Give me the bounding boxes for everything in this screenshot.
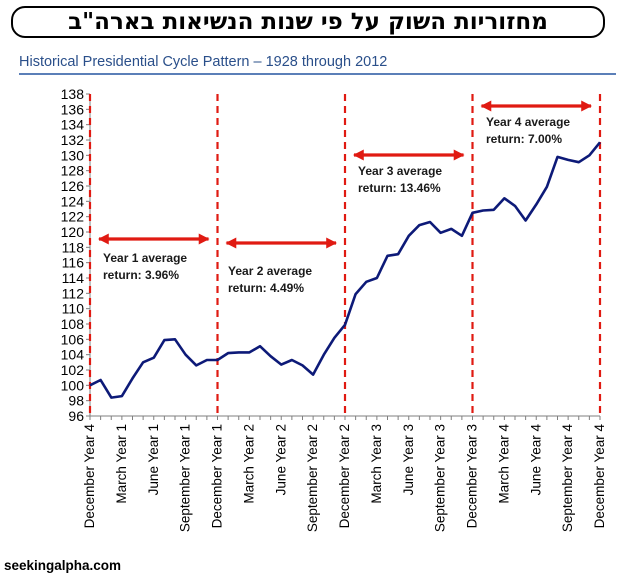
y-tick-label: 120 [61,224,85,240]
annotation-label-line1: Year 3 average [358,164,442,178]
y-tick-label: 116 [62,255,85,271]
y-tick-label: 106 [61,331,85,347]
y-tick-label: 100 [61,377,85,393]
annotation-label-line1: Year 1 average [103,251,187,265]
y-tick-label: 102 [61,362,85,378]
annotation-label-line2: return: 13.46% [358,181,441,195]
y-tick-label: 124 [61,193,85,209]
y-tick-label: 112 [62,285,85,301]
y-tick-label: 110 [62,301,85,317]
y-tick-label: 128 [61,163,85,179]
x-tick-label: September Year 4 [560,424,575,533]
x-tick-label: December Year 3 [465,424,480,528]
x-tick-label: March Year 2 [241,424,256,504]
x-tick-label: December Year 4 [592,424,607,529]
x-tick-label: June Year 4 [528,424,543,496]
annotation-label-line1: Year 2 average [228,264,312,278]
x-tick-label: June Year 2 [273,424,288,495]
x-tick-label: March Year 4 [496,424,511,504]
annotation-label-line2: return: 4.49% [228,281,304,295]
y-tick-label: 130 [61,147,85,163]
y-tick-label: 104 [61,347,85,363]
title-divider [19,73,616,75]
x-tick-label: June Year 1 [146,424,161,495]
x-tick-label: June Year 3 [401,424,416,495]
annotation-label-line2: return: 7.00% [486,132,562,146]
x-tick-label: December Year 4 [82,424,97,529]
y-tick-label: 98 [68,393,84,409]
annotation-label-line1: Year 4 average [486,115,570,129]
y-tick-label: 126 [61,178,85,194]
x-tick-label: September Year 2 [305,424,320,532]
x-tick-label: December Year 1 [210,424,225,528]
x-tick-label: September Year 3 [433,424,448,532]
x-tick-label: September Year 1 [178,424,193,532]
source-label: seekingalpha.com [4,558,122,573]
series-line [89,141,602,399]
annotation-label-line2: return: 3.96% [103,268,179,282]
y-tick-label: 132 [61,132,85,148]
banner-title: מחזוריות השוק על פי שנות הנשיאות בארה"ב [11,6,605,38]
y-tick-label: 134 [61,117,85,133]
y-tick-label: 118 [62,239,85,255]
x-tick-label: March Year 3 [369,424,384,504]
x-tick-label: December Year 2 [337,424,352,528]
y-tick-label: 138 [61,86,85,102]
y-tick-label: 122 [61,209,85,225]
x-tick-label: March Year 1 [114,424,129,504]
y-tick-label: 108 [61,316,85,332]
y-tick-label: 114 [62,270,85,286]
y-tick-label: 96 [68,408,84,424]
chart-title: Historical Presidential Cycle Pattern – … [19,54,388,70]
y-tick-label: 136 [61,101,85,117]
